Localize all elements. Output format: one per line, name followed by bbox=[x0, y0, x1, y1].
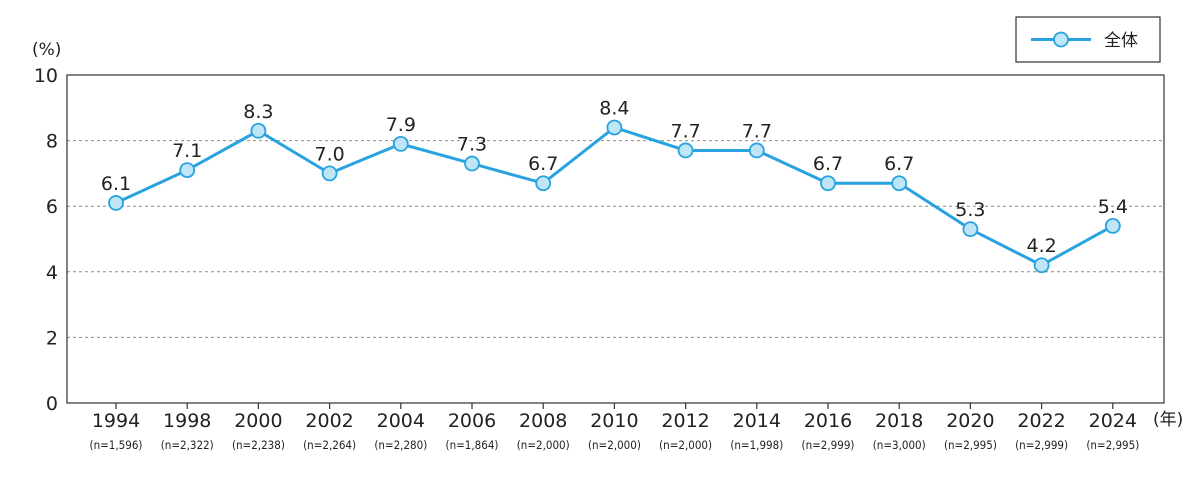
x-tick-label: 2000 bbox=[234, 410, 282, 432]
y-tick-label: 8 bbox=[46, 131, 58, 153]
data-point bbox=[820, 175, 836, 192]
x-tick-label: 2020 bbox=[946, 410, 994, 432]
sample-size-label: (n=2,238) bbox=[232, 438, 285, 452]
data-label: 8.4 bbox=[599, 97, 629, 119]
x-tick-label: 2010 bbox=[590, 410, 638, 432]
series-layer: 6.1 7.1 8.3 7.0 7.9 7.3 6.7 8.4 7.7 7.7 6.7 6.7 5.3 4… bbox=[101, 97, 1128, 274]
y-tick-label: 6 bbox=[46, 196, 58, 218]
sample-size-label: (n=2,280) bbox=[374, 438, 427, 452]
x-tick-labels: 1994 (n=1,596) 1998 (n=2,322) 2000 (n=2,238) 2… bbox=[90, 410, 1140, 452]
x-tick-label: 2012 bbox=[661, 410, 709, 432]
data-label: 7.1 bbox=[172, 140, 202, 162]
sample-size-label: (n=1,998) bbox=[730, 438, 783, 452]
data-label: 7.9 bbox=[386, 114, 416, 136]
sample-size-label: (n=2,000) bbox=[517, 438, 570, 452]
sample-size-label: (n=2,995) bbox=[1086, 438, 1139, 452]
x-tick-label: 2008 bbox=[519, 410, 567, 432]
x-tick-label: 2024 bbox=[1089, 410, 1137, 432]
data-label: 6.7 bbox=[528, 153, 558, 175]
x-tick-label: 2022 bbox=[1017, 410, 1065, 432]
sample-size-label: (n=2,995) bbox=[944, 438, 997, 452]
data-label: 5.3 bbox=[955, 199, 985, 221]
x-tick-label: 2006 bbox=[448, 410, 496, 432]
data-point bbox=[464, 155, 480, 172]
data-point bbox=[179, 162, 196, 179]
sample-size-label: (n=2,999) bbox=[802, 438, 855, 452]
data-label: 4.2 bbox=[1026, 235, 1056, 257]
axes bbox=[66, 74, 1165, 409]
data-point bbox=[1033, 257, 1050, 274]
sample-size-label: (n=2,322) bbox=[161, 438, 214, 452]
x-tick-label: 2004 bbox=[377, 410, 425, 432]
sample-size-label: (n=2,000) bbox=[659, 438, 712, 452]
legend: 全体 bbox=[1015, 16, 1161, 63]
data-label: 7.7 bbox=[670, 120, 700, 142]
data-point bbox=[108, 195, 124, 211]
sample-size-label: (n=1,596) bbox=[90, 438, 143, 452]
data-point bbox=[1104, 217, 1121, 234]
y-axis-unit-label: (%) bbox=[32, 40, 61, 60]
data-point bbox=[677, 142, 694, 159]
grid-lines bbox=[67, 140, 1164, 338]
data-label: 6.7 bbox=[884, 153, 914, 175]
data-label: 8.3 bbox=[243, 101, 273, 123]
sample-size-label: (n=1,864) bbox=[446, 438, 499, 452]
series-line bbox=[115, 125, 1114, 267]
plot-frame bbox=[66, 74, 1165, 404]
data-point bbox=[321, 165, 338, 182]
x-axis-unit-label: (年) bbox=[1153, 410, 1183, 430]
data-label: 6.1 bbox=[101, 173, 131, 195]
y-tick-label: 2 bbox=[46, 327, 58, 349]
x-tick-label: 2018 bbox=[875, 410, 923, 432]
data-label: 6.7 bbox=[813, 153, 843, 175]
sample-size-label: (n=2,999) bbox=[1015, 438, 1068, 452]
sample-size-label: (n=2,000) bbox=[588, 438, 641, 452]
data-point bbox=[891, 175, 908, 192]
legend-label: 全体 bbox=[1104, 31, 1138, 51]
data-label: 7.7 bbox=[742, 120, 772, 142]
data-point bbox=[748, 142, 765, 159]
data-point bbox=[392, 135, 409, 152]
sample-size-label: (n=2,264) bbox=[303, 438, 356, 452]
x-tick-label: 1998 bbox=[163, 410, 211, 432]
data-label: 5.4 bbox=[1098, 196, 1128, 218]
x-tick-label: 2016 bbox=[804, 410, 852, 432]
data-point bbox=[535, 175, 552, 192]
x-tick-label: 2002 bbox=[305, 410, 353, 432]
x-tick-label: 2014 bbox=[733, 410, 781, 432]
data-label: 7.3 bbox=[457, 134, 487, 156]
sample-size-label: (n=3,000) bbox=[873, 438, 926, 452]
data-label: 7.0 bbox=[314, 143, 344, 165]
data-point bbox=[606, 119, 623, 136]
y-tick-label: 4 bbox=[46, 262, 58, 284]
data-point bbox=[250, 122, 267, 139]
y-tick-label: 10 bbox=[34, 65, 58, 87]
data-point bbox=[962, 221, 979, 238]
legend-marker-swatch bbox=[1053, 31, 1069, 48]
y-tick-labels: 0 2 4 6 8 10 bbox=[34, 65, 58, 415]
x-tick-label: 1994 bbox=[92, 410, 140, 432]
y-tick-label: 0 bbox=[46, 393, 58, 415]
